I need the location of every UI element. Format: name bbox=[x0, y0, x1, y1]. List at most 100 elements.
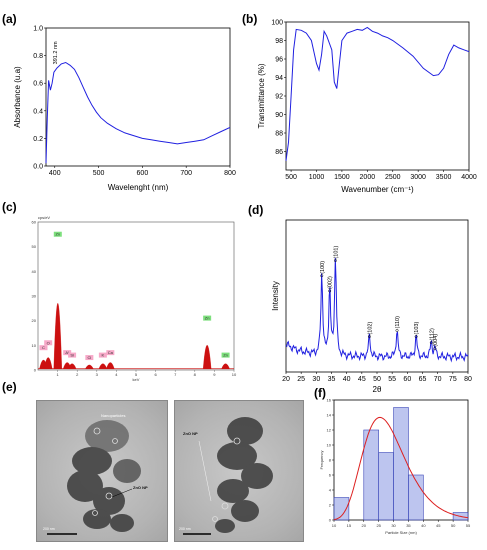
x-tick-label: 6 bbox=[154, 372, 157, 377]
xrd-peak-label: (112) bbox=[429, 328, 435, 341]
x-tick-label: 65 bbox=[419, 376, 427, 383]
x-tick-label: 35 bbox=[406, 523, 411, 528]
x-tick-label: 2000 bbox=[360, 174, 376, 181]
edx-peak-tag bbox=[98, 352, 107, 358]
y-tick-label: 12 bbox=[327, 428, 332, 433]
y-tick-label: 10 bbox=[32, 343, 37, 348]
x-tick-label: 70 bbox=[434, 376, 442, 383]
xrd-peak-label: (102) bbox=[367, 322, 373, 335]
y-tick-label: 92 bbox=[275, 94, 283, 101]
histogram-bar bbox=[378, 452, 394, 521]
chart-uv-vis: 400 500 600 700 800 0.0 0.2 0.4 0.6 0.8 1.0 Wavelen… bbox=[13, 26, 236, 193]
x-tick-label: 45 bbox=[436, 523, 441, 528]
y-tick-label: 90 bbox=[275, 112, 283, 119]
histogram-bar bbox=[363, 429, 379, 521]
x-tick-label: 50 bbox=[373, 376, 381, 383]
xrd-peak-marker bbox=[433, 347, 437, 351]
edx-peak-label: Ca bbox=[108, 350, 114, 355]
tem-left-scale-bar-label: 200 nm bbox=[43, 527, 55, 531]
edx-peak-label: O bbox=[47, 340, 50, 345]
xrd-peak-label: (100) bbox=[320, 261, 326, 274]
x-tick-label: 600 bbox=[137, 170, 149, 177]
x-tick-label: 7 bbox=[174, 372, 177, 377]
y-tick-label: 10 bbox=[327, 443, 332, 448]
panel-label-e: (e) bbox=[2, 380, 17, 394]
uv-vis-series-line bbox=[45, 61, 231, 164]
xrd-peak-marker bbox=[395, 329, 399, 332]
y-tick-label: 0.6 bbox=[33, 81, 43, 88]
x-tick-label: 1000 bbox=[309, 174, 325, 181]
tem-left-label-zno: ZnO NP bbox=[133, 485, 148, 490]
x-tick-label: 20 bbox=[282, 376, 290, 383]
panel-label-b: (b) bbox=[242, 12, 258, 26]
edx-peak-label: Zn bbox=[223, 353, 228, 358]
y-tick-label: 86 bbox=[275, 149, 283, 156]
panel-label-a: (a) bbox=[2, 12, 17, 26]
y-tick-label: 96 bbox=[275, 57, 283, 64]
edx-peak-label: C bbox=[42, 345, 45, 350]
edx-peak-label: K bbox=[102, 353, 105, 358]
edx-peak-tag bbox=[39, 345, 48, 351]
y-tick-label: 16 bbox=[327, 398, 332, 403]
y-tick-label: 2 bbox=[329, 503, 332, 508]
tem-right-scale-bar-label: 200 nm bbox=[179, 527, 191, 531]
y-tick-label: 1.0 bbox=[33, 26, 43, 33]
x-tick-label: 80 bbox=[464, 376, 472, 383]
y-tick-label: 0.8 bbox=[33, 53, 43, 60]
tem-left-label-nanoparticles: Nanoparticles bbox=[101, 413, 126, 418]
ftir-series-line bbox=[285, 26, 470, 161]
x-tick-label: 15 bbox=[347, 523, 352, 528]
y-tick-label: 60 bbox=[32, 220, 37, 225]
edx-peak-label: Cl bbox=[87, 355, 91, 360]
panel-label-f: (f) bbox=[314, 386, 326, 400]
x-tick-label: 700 bbox=[180, 170, 192, 177]
edx-peak-label: Al bbox=[65, 350, 69, 355]
xrd-peak-marker bbox=[367, 335, 371, 339]
x-tick-label: 3500 bbox=[436, 174, 452, 181]
x-tick-label: 25 bbox=[376, 523, 381, 528]
x-tick-label: 20 bbox=[362, 523, 367, 528]
y-tick-label: 98 bbox=[275, 38, 283, 45]
edx-peak-label: Zn bbox=[55, 232, 60, 237]
y-tick-label: 0 bbox=[329, 518, 332, 523]
edx-peak bbox=[53, 303, 62, 369]
y-axis-label: cps/eV bbox=[38, 215, 51, 220]
x-tick-label: 500 bbox=[93, 170, 105, 177]
x-tick-label: 50 bbox=[451, 523, 456, 528]
xrd-peak-label: (103) bbox=[414, 322, 420, 335]
x-tick-label: 60 bbox=[403, 376, 411, 383]
y-tick-label: 50 bbox=[32, 244, 37, 249]
edx-peak-tag bbox=[63, 350, 72, 356]
y-axis-label: Intensity bbox=[271, 281, 280, 311]
edx-peak-tag bbox=[106, 350, 115, 356]
y-tick-label: 0.0 bbox=[33, 164, 43, 171]
edx-peak-tag bbox=[44, 340, 53, 346]
xrd-peak-marker bbox=[414, 335, 418, 339]
panel-label-c: (c) bbox=[2, 200, 17, 214]
tem-image-right: ZnO NP 200 nm bbox=[174, 400, 304, 542]
x-tick-label: 9 bbox=[213, 372, 216, 377]
chart-ftir: 500 1000 1500 2000 2500 3000 3500 4000 86 88 90 92 9… bbox=[257, 20, 477, 195]
x-axis-label: Wavelenght (nm) bbox=[108, 183, 169, 192]
x-tick-label: 40 bbox=[343, 376, 351, 383]
fit-curve bbox=[333, 416, 469, 521]
tem-image-left: Nanoparticles ZnO NP 200 nm bbox=[36, 400, 168, 542]
uv-vis-peak-annotation: 391.2 nm bbox=[53, 41, 59, 64]
tem-right-label-zno: ZnO NP bbox=[183, 431, 198, 436]
y-tick-label: 0.2 bbox=[33, 136, 43, 143]
x-tick-label: 5 bbox=[135, 372, 138, 377]
y-tick-label: 0 bbox=[34, 368, 37, 373]
x-tick-label: 3000 bbox=[410, 174, 426, 181]
x-tick-label: 45 bbox=[358, 376, 366, 383]
y-tick-label: 100 bbox=[271, 20, 283, 27]
xrd-peak-label: (110) bbox=[395, 316, 401, 329]
histogram-bar bbox=[333, 497, 350, 521]
y-tick-label: 40 bbox=[32, 269, 37, 274]
xrd-peak-marker bbox=[328, 289, 332, 293]
x-tick-label: 400 bbox=[49, 170, 61, 177]
chart-xrd: 20 25 30 35 40 45 50 55 60 65 70 75 80 2θ Intensity (10… bbox=[271, 219, 472, 394]
x-tick-label: 40 bbox=[421, 523, 426, 528]
xrd-peak-label: (002) bbox=[328, 276, 334, 289]
y-tick-label: 4 bbox=[329, 488, 332, 493]
